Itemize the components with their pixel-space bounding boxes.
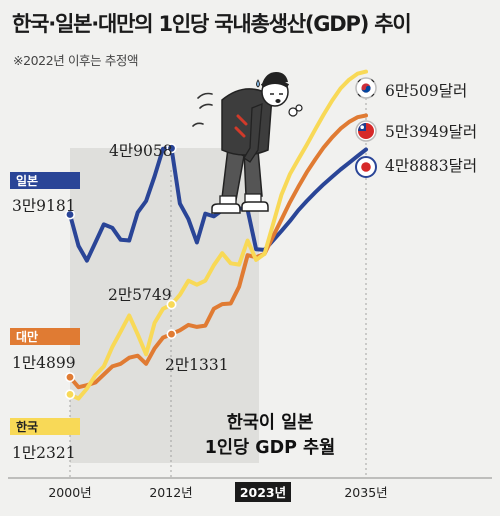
- tag-japan-box: [10, 172, 80, 189]
- tag-japan-label: 일본: [16, 174, 38, 188]
- point-marker-korea-2012: [166, 299, 177, 310]
- tag-korea-box: [10, 418, 80, 435]
- label-taiwan-mid: 2만1331: [165, 356, 229, 374]
- japan-flag-icon: [355, 156, 377, 178]
- tag-taiwan-label: 대만: [16, 329, 38, 344]
- series-line-korea: [68, 69, 368, 401]
- label-japan-start: 3만9181: [12, 197, 76, 215]
- annotation-line1: 한국이 일본: [227, 413, 314, 433]
- x-axis-ticks: 2000년 2012년 2023년 2035년: [48, 482, 388, 502]
- label-korea-start: 1만2321: [12, 444, 76, 462]
- guide-lines: [69, 88, 367, 478]
- label-taiwan-end: 5만3949달러: [385, 123, 477, 141]
- x-tick-2035: 2035년: [344, 485, 387, 500]
- tag-japan: 일본: [10, 172, 80, 189]
- label-japan-end: 4만8883달러: [385, 157, 477, 175]
- tag-korea: 한국: [10, 418, 80, 435]
- point-marker-taiwan-2000: [65, 372, 76, 383]
- chart-title: 한국·일본·대만의 1인당 국내총생산(GDP) 추이: [12, 12, 412, 36]
- tag-korea-label: 한국: [16, 419, 38, 434]
- label-korea-end: 6만509달러: [385, 82, 467, 100]
- label-japan-peak: 4만9058: [109, 142, 173, 160]
- tired-runner-illustration: [192, 72, 303, 214]
- series-line-taiwan: [68, 113, 368, 390]
- label-taiwan-start: 1만4899: [12, 354, 76, 372]
- x-tick-2012: 2012년: [149, 485, 192, 500]
- point-marker-japan-2012: [166, 143, 177, 154]
- point-marker-taiwan-2012: [166, 329, 177, 340]
- annotation-line2: 1인당 GDP 추월: [205, 438, 335, 458]
- x-tick-2023-highlight: [235, 482, 291, 502]
- label-korea-mid: 2만5749: [108, 286, 172, 304]
- tag-taiwan-box: [10, 328, 80, 345]
- korea-flag-icon: [355, 77, 377, 99]
- chart-subtitle: ※2022년 이후는 추정액: [13, 53, 139, 68]
- annotation: 한국이 일본 1인당 GDP 추월: [205, 413, 335, 458]
- point-marker-japan-2000: [65, 209, 76, 220]
- value-labels: 3만9181 4만9058 1만4899 2만1331 1만2321 2만574…: [12, 82, 477, 462]
- taiwan-flag-icon: [355, 120, 377, 142]
- marker-layer: [65, 143, 177, 400]
- tag-taiwan: 대만: [10, 328, 80, 345]
- x-tick-2000: 2000년: [48, 485, 91, 500]
- x-tick-2023: 2023년: [240, 485, 286, 500]
- point-marker-korea-2000: [65, 389, 76, 400]
